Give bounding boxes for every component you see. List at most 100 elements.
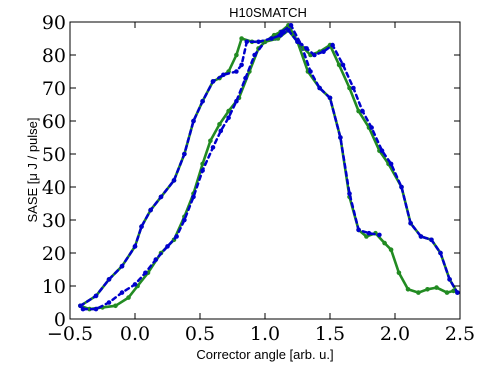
series-1-point-15 bbox=[226, 108, 231, 114]
series-3-point-29 bbox=[356, 108, 361, 114]
series-4-point-39 bbox=[455, 290, 460, 295]
y-tick-label: 20 bbox=[42, 243, 66, 265]
series-line-3 bbox=[79, 29, 459, 308]
series-2-point-1 bbox=[80, 306, 86, 312]
series-4-point-10 bbox=[182, 151, 187, 157]
series-1-point-12 bbox=[200, 161, 205, 167]
series-4-point-37 bbox=[438, 250, 443, 256]
series-2-point-9 bbox=[174, 234, 179, 239]
series-4-point-34 bbox=[408, 221, 413, 226]
series-1-point-36 bbox=[416, 290, 421, 295]
series-1-point-32 bbox=[382, 240, 387, 246]
series-1-point-30 bbox=[364, 234, 369, 239]
series-2-point-10 bbox=[182, 217, 187, 223]
series-2-point-5 bbox=[132, 282, 138, 287]
y-tick-label: 80 bbox=[42, 45, 66, 67]
series-2-point-11 bbox=[191, 194, 196, 200]
series-2-point-17 bbox=[243, 75, 248, 81]
series-1-point-34 bbox=[396, 270, 402, 276]
series-4-point-32 bbox=[388, 161, 394, 167]
series-4-point-29 bbox=[360, 108, 365, 114]
series-4-point-22 bbox=[295, 39, 300, 45]
series-2-point-25 bbox=[317, 85, 322, 91]
series-4-point-30 bbox=[369, 125, 374, 130]
series-3-point-28 bbox=[347, 85, 352, 91]
series-4-point-8 bbox=[158, 194, 164, 200]
series-4-point-3 bbox=[106, 277, 112, 282]
y-tick-label: 60 bbox=[42, 111, 66, 133]
series-2-point-14 bbox=[218, 128, 224, 134]
series-2-point-24 bbox=[308, 69, 313, 74]
y-tick-label: 10 bbox=[42, 276, 66, 298]
series-4-point-14 bbox=[221, 72, 226, 78]
series-2-point-8 bbox=[165, 244, 170, 249]
y-tick-label: 30 bbox=[42, 210, 66, 232]
series-4-point-35 bbox=[418, 234, 424, 239]
series-4-point-18 bbox=[256, 39, 261, 45]
y-tick-label: 50 bbox=[42, 144, 66, 166]
series-4-point-26 bbox=[330, 42, 335, 48]
plot-frame bbox=[69, 21, 461, 320]
series-2-point-3 bbox=[106, 300, 112, 305]
x-tick-label: 1.0 bbox=[250, 323, 280, 345]
series-line-1 bbox=[79, 24, 455, 311]
y-tick-label: 70 bbox=[42, 78, 66, 100]
x-tick-label: 2.0 bbox=[380, 323, 410, 345]
series-4-point-9 bbox=[171, 178, 177, 183]
series-2-point-7 bbox=[153, 257, 159, 262]
series-2-point-16 bbox=[234, 98, 239, 104]
series-2-point-29 bbox=[356, 227, 361, 233]
series-1-point-14 bbox=[217, 122, 222, 127]
chart-title: H10SMATCH bbox=[229, 5, 307, 20]
series-4-point-17 bbox=[244, 39, 250, 45]
series-4-point-11 bbox=[191, 118, 196, 124]
series-4-point-31 bbox=[379, 148, 385, 153]
series-3-point-17 bbox=[239, 36, 244, 41]
series-2-point-30 bbox=[366, 230, 372, 236]
series-3-point-16 bbox=[234, 52, 239, 58]
series-2-point-6 bbox=[143, 270, 148, 276]
series-4-point-25 bbox=[321, 49, 326, 54]
series-1-point-35 bbox=[405, 287, 411, 292]
series-4-point-33 bbox=[399, 184, 404, 190]
series-2-point-12 bbox=[200, 168, 205, 173]
series-1-point-4 bbox=[113, 303, 118, 309]
series-4-point-15 bbox=[234, 69, 239, 74]
series-2-point-26 bbox=[327, 95, 333, 101]
series-4-point-4 bbox=[119, 263, 125, 269]
series-2-point-31 bbox=[377, 232, 382, 238]
series-1-point-33 bbox=[388, 247, 394, 252]
series-line-4 bbox=[79, 29, 459, 308]
series-2-point-15 bbox=[226, 115, 231, 120]
series-4-point-19 bbox=[269, 36, 274, 41]
series-2-point-18 bbox=[252, 52, 257, 58]
series-4-point-7 bbox=[148, 207, 153, 213]
series-2-point-27 bbox=[338, 135, 343, 140]
series-2-point-28 bbox=[347, 191, 352, 196]
series-1-point-38 bbox=[434, 285, 439, 290]
series-4-point-38 bbox=[447, 277, 452, 282]
series-4-point-6 bbox=[139, 224, 144, 229]
series-4-point-36 bbox=[429, 237, 434, 243]
y-tick-label: 0 bbox=[54, 309, 66, 331]
series-4-point-13 bbox=[210, 79, 216, 84]
series-1-point-5 bbox=[126, 295, 131, 300]
x-tick-label: 1.5 bbox=[315, 323, 345, 345]
series-4-point-24 bbox=[312, 52, 317, 58]
ticks-layer: −0.5 0.0 0.5 1.0 1.5 2.0 2.5 0 10 20 30 40 50 60 70 80 9… bbox=[42, 12, 475, 345]
y-tick-label: 90 bbox=[42, 12, 66, 34]
series-4-point-27 bbox=[340, 62, 346, 68]
series-4-point-23 bbox=[304, 46, 309, 51]
series-4-point-5 bbox=[132, 244, 138, 249]
x-tick-label: 0.5 bbox=[185, 323, 215, 345]
series-2-point-13 bbox=[210, 145, 216, 150]
series-4-point-1 bbox=[78, 303, 83, 309]
series-4-point-20 bbox=[278, 32, 283, 38]
series-4-point-21 bbox=[286, 28, 291, 33]
x-tick-label: 0.0 bbox=[120, 323, 150, 345]
x-tick-label: 2.5 bbox=[445, 323, 475, 345]
y-tick-label: 40 bbox=[42, 177, 66, 199]
series-4-point-2 bbox=[93, 293, 99, 299]
series-4-point-16 bbox=[239, 62, 244, 68]
